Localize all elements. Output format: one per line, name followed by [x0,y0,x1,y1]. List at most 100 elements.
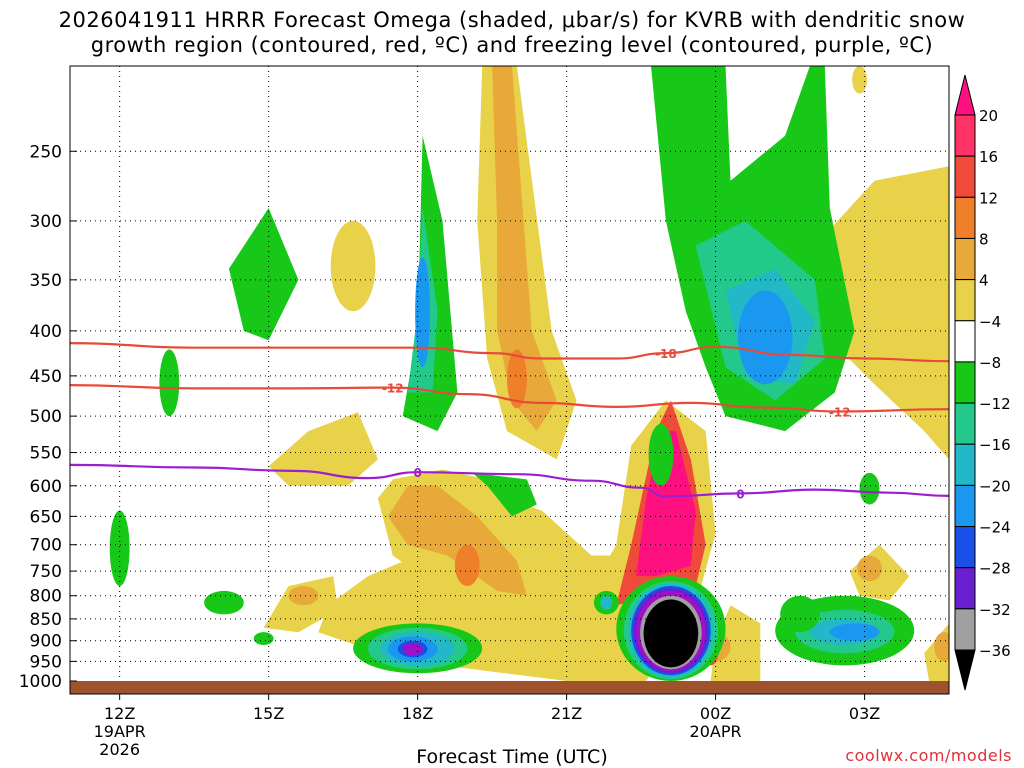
contour-label: -18 [655,347,677,361]
orange-region [857,555,882,582]
contour-label: -12 [829,406,851,420]
green-region [780,595,820,633]
colorbar-label: 12 [979,189,998,207]
colorbar-label: −16 [979,436,1011,454]
credit-text: coolwx.com/models [845,746,1012,765]
colorbar-bottom-triangle [954,649,976,691]
y-tick-label: 850 [30,610,62,630]
purple-region [402,642,423,656]
cyan-region [600,595,613,610]
blue-region [737,290,793,385]
contour-line [69,463,950,498]
colorbar-label: −4 [979,313,1001,331]
colorbar-segment [954,279,976,322]
x-tick-label: 12Z [104,704,135,723]
yellow-region [330,220,376,312]
chart-title-line1: 2026041911 HRRR Forecast Omega (shaded, … [58,8,966,32]
green-region [159,349,180,417]
yellow-region [268,412,378,486]
colorbar-segment [954,402,976,445]
colorbar-label: 16 [979,148,998,166]
contour-label: 0 [736,487,744,501]
colorbar-label: 8 [979,230,989,248]
x-tick-label: 00Z [700,704,731,723]
colorbar-label: −28 [979,560,1011,578]
y-tick-label: 900 [30,632,62,652]
ground-strip [70,681,949,694]
colorbar-segment [954,484,976,528]
y-tick-label: 750 [30,562,62,582]
y-tick-label: 700 [30,536,62,556]
colorbar-label: 4 [979,272,989,290]
green-region [228,208,299,341]
y-tick-label: 350 [30,271,62,291]
contour-label: 0 [413,466,421,480]
x-axis-title: Forecast Time (UTC) [416,746,608,768]
x-tick-label: 15Z [253,704,284,723]
colorbar-label: −20 [979,477,1011,495]
green-region [472,472,537,517]
colorbar-top-triangle [954,74,976,116]
x-tick-label: 21Z [551,704,582,723]
pink-region [636,431,696,577]
colorbar-segment [954,237,976,281]
blue-region [415,257,431,368]
orange-region [454,544,480,587]
y-tick-label: 400 [30,322,62,342]
green-region [109,510,130,587]
chart-title-line2: growth region (contoured, red, ºC) and f… [90,33,934,57]
green-region [648,423,674,486]
green-region [859,472,880,505]
orange-region [934,632,949,662]
y-tick-label: 450 [30,367,62,387]
colorbar-label: 20 [979,107,998,125]
plot-frame [69,65,950,695]
x-tick-label: 18Z [402,704,433,723]
colorbar-segment [954,567,976,610]
y-tick-label: 500 [30,407,62,427]
colorbar-segment [954,443,976,486]
colorbar-segment [954,114,976,157]
contour-line [69,342,950,363]
x-tick-label: 03Z [849,704,880,723]
colorbar-segment [954,361,976,404]
contour-lines: -18 -12 -12 0 0 [69,342,950,501]
y-tick-label: 300 [30,212,62,232]
blue-region [829,623,880,641]
contour-label: -12 [382,382,404,396]
colorbar-label: −32 [979,601,1011,619]
colorbar-segment [954,320,976,363]
x-tick-year-label: 2026 [99,740,140,759]
x-tick-date-label: 20APR [690,722,742,741]
colorbar-label: −12 [979,395,1011,413]
y-tick-label: 650 [30,507,62,527]
colorbar-segment [954,196,976,239]
colorbar-segment [954,608,976,651]
y-tick-label: 550 [30,444,62,464]
omega-shading [109,66,949,681]
colorbar: 20 16 12 8 4 −4 −8 −12 −16 −20 −24 −28 −32 −36 [954,74,1011,691]
yellow-region [852,66,868,94]
colorbar-segment [954,526,976,569]
colorbar-label: −8 [979,354,1001,372]
y-tick-label: 800 [30,587,62,607]
x-tick-date-label: 19APR [94,722,146,741]
colorbar-segment [954,155,976,198]
contour-line [69,384,950,413]
y-tick-label: 600 [30,477,62,497]
black-core [643,599,699,668]
y-tick-label: 1000 [19,672,62,692]
colorbar-label: −24 [979,519,1011,537]
orange-region [492,66,557,432]
orange-region [387,485,527,596]
y-axis: 2503003504004505005506006507007508008509… [19,142,77,692]
colorbar-label: −36 [979,642,1011,660]
yellow-region [814,166,949,460]
y-tick-label: 250 [30,142,62,162]
green-region [204,590,244,615]
y-tick-label: 950 [30,652,62,672]
orange-region [288,586,319,606]
orange-region [507,349,527,409]
